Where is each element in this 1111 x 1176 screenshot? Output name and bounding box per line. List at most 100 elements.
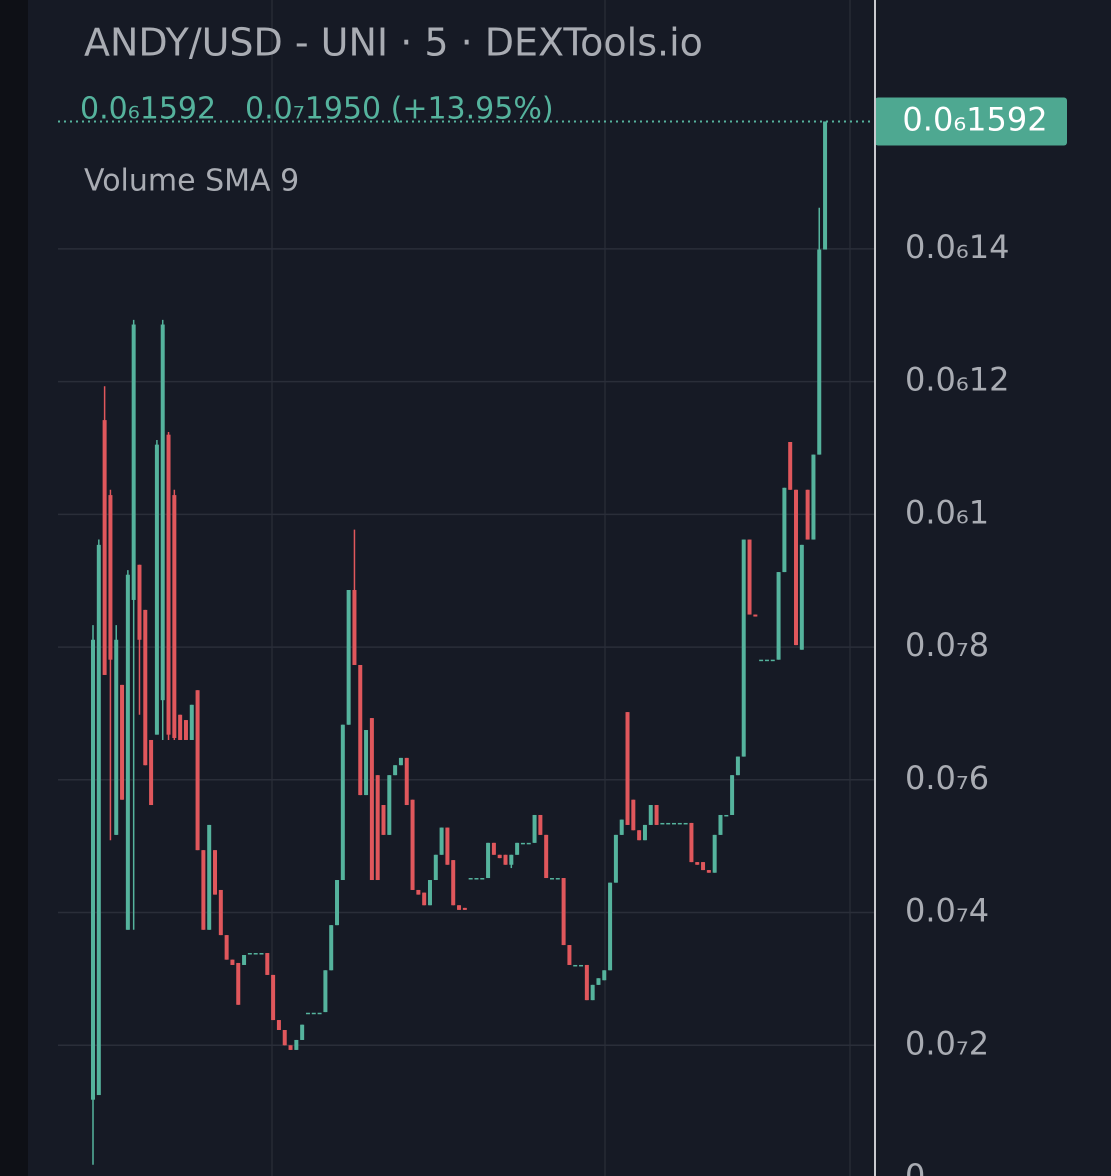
candle-body bbox=[242, 955, 247, 965]
candle-body bbox=[486, 842, 491, 879]
candle-body bbox=[178, 714, 183, 740]
candle-body bbox=[741, 539, 746, 757]
candle-body bbox=[613, 834, 618, 883]
candle-body bbox=[259, 953, 264, 955]
candle-body bbox=[590, 984, 595, 1001]
candle-body bbox=[782, 487, 787, 573]
candle-body bbox=[503, 854, 508, 865]
candle-body bbox=[166, 434, 171, 735]
candle-body bbox=[701, 862, 706, 871]
candle-body bbox=[300, 1024, 305, 1040]
candle-body bbox=[561, 878, 566, 946]
candle-body bbox=[509, 854, 514, 865]
candle-body bbox=[271, 974, 276, 1021]
candle-body bbox=[172, 495, 177, 738]
candle-body bbox=[695, 862, 700, 865]
candle-body bbox=[457, 905, 462, 910]
candle-body bbox=[137, 564, 142, 640]
candle-body bbox=[544, 834, 549, 879]
candle-body bbox=[753, 614, 758, 617]
candle-body bbox=[183, 720, 188, 740]
y-tick-label: 0.0₇4 bbox=[905, 892, 989, 930]
candle-body bbox=[625, 712, 630, 825]
candle-body bbox=[329, 925, 334, 971]
candle-body bbox=[346, 589, 351, 725]
candle-body bbox=[718, 814, 723, 835]
candle-body bbox=[375, 775, 380, 881]
candle-body bbox=[794, 489, 799, 646]
price-value: 0.0₆1592 bbox=[80, 92, 216, 127]
last-price-badge bbox=[875, 97, 1067, 146]
candle-body bbox=[526, 842, 531, 845]
candle-body bbox=[91, 639, 95, 1100]
candle-body bbox=[759, 659, 764, 662]
candle-body bbox=[811, 454, 816, 540]
candle-body bbox=[422, 892, 427, 906]
chart-title: ANDY/USD - UNI · 5 · DEXTools.io bbox=[84, 21, 703, 65]
last-price-label: 0.0₆1592 bbox=[902, 100, 1047, 138]
candle-body bbox=[120, 684, 125, 800]
candle-body bbox=[381, 805, 386, 835]
candle-body bbox=[730, 775, 735, 815]
candle-body bbox=[579, 964, 584, 967]
candle-body bbox=[602, 970, 607, 981]
candle-body bbox=[317, 1012, 322, 1015]
candle-body bbox=[282, 1030, 287, 1046]
overlay: 0.0₆1592 bbox=[58, 97, 1067, 146]
candle-body bbox=[416, 889, 421, 895]
candle-body bbox=[712, 834, 717, 873]
candle-body bbox=[538, 814, 543, 835]
candle-body bbox=[143, 609, 148, 766]
candle-body bbox=[666, 822, 671, 825]
candle-body bbox=[532, 814, 537, 843]
candle-body bbox=[323, 970, 328, 1013]
candle-body bbox=[770, 659, 775, 662]
candle-body bbox=[515, 842, 520, 855]
candle-body bbox=[247, 953, 252, 955]
candle-body bbox=[764, 659, 769, 662]
candle-body bbox=[474, 878, 479, 880]
candle-body bbox=[236, 962, 241, 1005]
candle-body bbox=[549, 878, 554, 880]
candle-body bbox=[706, 870, 711, 873]
candle-body bbox=[672, 822, 676, 825]
candle-body bbox=[462, 907, 467, 910]
candle-body bbox=[305, 1012, 310, 1015]
candle-body bbox=[491, 842, 496, 855]
candle-body bbox=[660, 822, 665, 825]
candle-body bbox=[393, 765, 398, 776]
candle-body bbox=[352, 589, 357, 665]
candle-body bbox=[480, 878, 485, 880]
candle-body bbox=[276, 1020, 281, 1031]
candle-body bbox=[788, 441, 793, 490]
grid bbox=[58, 248, 875, 1047]
candle-body bbox=[207, 824, 212, 930]
y-tick-label: 0 bbox=[905, 1157, 925, 1176]
candle-body bbox=[125, 574, 130, 930]
candle-body bbox=[683, 822, 688, 825]
candle-body bbox=[724, 814, 729, 817]
candle-body bbox=[747, 539, 752, 615]
candle-body bbox=[335, 880, 340, 926]
candle-body bbox=[131, 324, 136, 600]
candle-body bbox=[573, 964, 578, 967]
candle-body bbox=[102, 420, 107, 675]
candle-body bbox=[224, 935, 229, 960]
candle-body bbox=[596, 978, 601, 985]
candle-body bbox=[799, 544, 804, 650]
candle-body bbox=[817, 249, 822, 455]
candle-body bbox=[387, 775, 392, 835]
candle-body bbox=[189, 704, 194, 740]
candle-body bbox=[108, 495, 113, 660]
candle-body bbox=[433, 854, 438, 881]
candle-body bbox=[398, 757, 403, 766]
y-tick-label: 0.0₇2 bbox=[905, 1024, 989, 1062]
candle-body bbox=[369, 718, 374, 881]
candle-body bbox=[195, 690, 200, 851]
candle-body bbox=[154, 444, 159, 735]
candle-body bbox=[823, 121, 828, 250]
y-tick-label: 0.0₆12 bbox=[905, 361, 1009, 399]
